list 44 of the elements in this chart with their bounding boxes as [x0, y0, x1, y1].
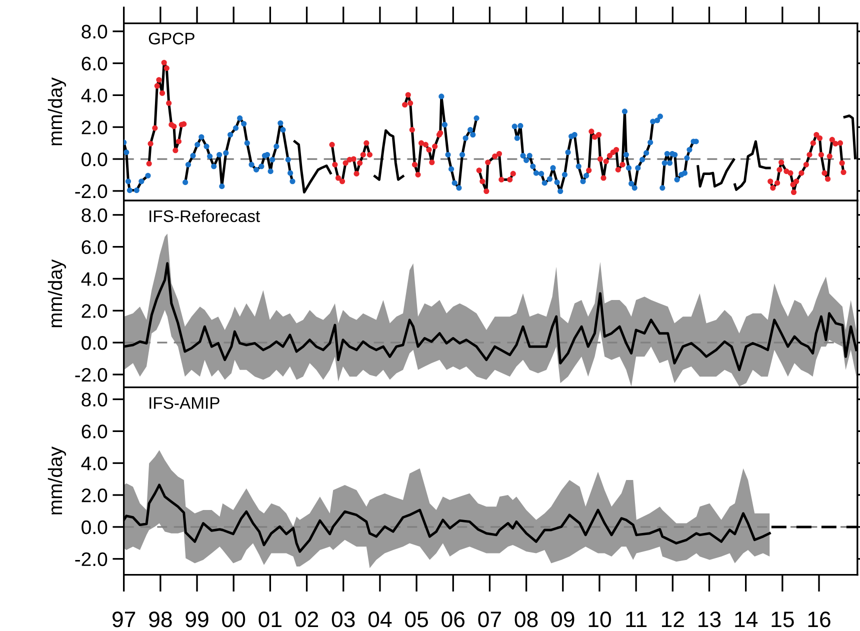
x-tick-label: 09	[551, 612, 574, 628]
x-tick-label: 13	[698, 612, 721, 628]
x-tick-label: 98	[149, 612, 172, 628]
y-tick-label: 8.0	[82, 24, 108, 39]
x-tick-label: 02	[295, 612, 318, 628]
y-tick-label: 4.0	[81, 88, 108, 102]
x-tick-label: 11	[626, 612, 647, 628]
y-tick-label: 8.0	[82, 208, 108, 222]
y-axis-title: mm/day	[48, 446, 66, 514]
x-tick-label: 04	[368, 612, 392, 628]
y-tick-label: 0.0	[82, 336, 108, 350]
y-tick-label: 0.0	[82, 152, 108, 166]
x-tick-label: 05	[405, 612, 428, 628]
y-tick-label: 6.0	[82, 240, 108, 254]
y-tick-label: 0.0	[82, 520, 108, 534]
y-tick-label: -2.0	[75, 368, 108, 382]
y-tick-label: 6.0	[82, 424, 108, 438]
x-tick-label: 12	[662, 612, 684, 628]
y-tick-label: 8.0	[82, 392, 108, 406]
x-tick-label: 06	[442, 612, 465, 628]
y-tick-label: 4.0	[81, 456, 108, 470]
x-tick-label: 97	[112, 612, 136, 628]
x-tick-label: 03	[332, 612, 355, 628]
x-tick-label: 00	[222, 612, 246, 628]
y-tick-label: 6.0	[82, 56, 108, 70]
x-tick-label: 10	[588, 612, 611, 628]
y-tick-label: -2.0	[75, 552, 108, 566]
y-tick-label: 2.0	[82, 304, 108, 318]
y-tick-label: 2.0	[82, 488, 108, 502]
x-tick-label: 01	[258, 612, 282, 628]
x-tick-label: 08	[514, 612, 538, 628]
y-axis-title: mm/day	[48, 259, 66, 328]
y-tick-label: 2.0	[82, 120, 108, 134]
x-tick-label: 15	[772, 612, 794, 628]
x-tick-label: 16	[808, 612, 830, 628]
y-tick-label: 4.0	[81, 272, 108, 286]
x-tick-label: 07	[478, 612, 501, 628]
y-axis-title: mm/day	[48, 77, 66, 146]
x-tick-label: 99	[186, 612, 208, 628]
chart-title: IFS-Reforecast	[150, 210, 260, 222]
y-tick-label: -2.0	[75, 184, 108, 198]
chart-title: IFS-AMIP	[150, 397, 220, 409]
chart-title: GPCP	[148, 32, 194, 44]
x-tick-label: 14	[735, 612, 758, 628]
